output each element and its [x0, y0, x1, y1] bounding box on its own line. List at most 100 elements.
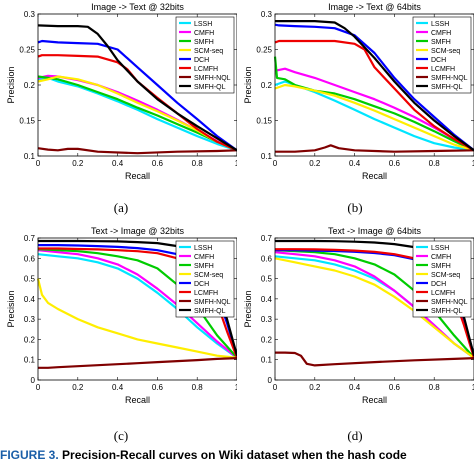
legend-entry: SMFH-NQL: [431, 299, 468, 306]
legend-entry: CMFH: [194, 30, 214, 37]
legend-entry: DCH: [194, 281, 209, 288]
x-tick-label: 1: [472, 159, 474, 168]
series-line-dch: [37, 39, 238, 152]
legend-entry: LSSH: [431, 245, 449, 252]
x-tick-label: 0: [36, 159, 41, 168]
legend-entry: SMFH-QL: [194, 84, 226, 91]
chart-panel-d: Text -> Image @ 64bits 0 0.2 0.4 0.6 0.8 1 0 0.1…: [237, 224, 474, 420]
chart-title: Image -> Text @ 32bits: [91, 2, 184, 12]
subfigure-label-c: (c): [113, 428, 129, 443]
y-tick-label: 0.15: [256, 117, 272, 126]
chart-title: Text -> Image @ 32bits: [91, 226, 184, 236]
legend-entry: SMFH: [431, 263, 451, 270]
chart-c: Text -> Image @ 32bits00.20.40.60.8100.1…: [6, 226, 240, 405]
legend-entry: LSSH: [194, 245, 212, 252]
legend-entry: CMFH: [431, 254, 451, 261]
legend-box: [412, 240, 472, 318]
legend-entry: SCM-seq: [194, 272, 223, 279]
legend-entry: LSSH: [194, 21, 212, 28]
y-axis-label: Precision: [6, 290, 16, 327]
x-tick-label: 0.4: [349, 159, 361, 168]
series-line-smfh-ql: [37, 24, 238, 152]
caption-figure-label: FIGURE 3.: [0, 448, 59, 462]
series-line-smfh: [273, 56, 474, 152]
legend-entry: SCM-seq: [194, 48, 223, 55]
y-tick-label: 0.2: [261, 81, 273, 90]
series-line-scm-seq: [274, 257, 474, 359]
y-tick-label: 0.1: [24, 356, 36, 365]
legend-entry: SMFH-QL: [194, 308, 226, 315]
legend-entry: SMFH: [194, 39, 214, 46]
y-tick-label: 0.7: [24, 234, 36, 243]
y-tick-label: 0.5: [24, 275, 36, 284]
y-tick-label: 0.6: [261, 254, 273, 263]
y-tick-label: 0.3: [261, 10, 273, 19]
x-tick-label: 0: [273, 159, 278, 168]
y-tick-label: 0.25: [256, 46, 272, 55]
chart-title: Text -> Image @ 64bits: [328, 226, 421, 236]
x-tick-label: 0.4: [349, 383, 361, 392]
x-tick-label: 1: [472, 383, 474, 392]
legend-entry: LSSH: [431, 21, 449, 28]
x-tick-label: 0.4: [112, 383, 124, 392]
chart-panel-a: Image -> Text @ 32bits00.20.40.60.810.10…: [0, 0, 240, 196]
x-tick-label: 0.6: [152, 383, 164, 392]
x-tick-label: 0.8: [192, 383, 204, 392]
series-line-lcmfh: [274, 39, 474, 152]
series-line-scm-seq: [36, 278, 238, 359]
x-tick-label: 0.2: [309, 383, 321, 392]
series-line-dch: [274, 23, 474, 152]
x-axis-label: Recall: [125, 395, 150, 405]
y-tick-label: 0.6: [24, 254, 36, 263]
y-tick-label: 0.2: [24, 335, 36, 344]
x-tick-label: 0.8: [429, 383, 441, 392]
legend-box: [175, 240, 235, 318]
series-line-smfh-nql: [275, 144, 474, 153]
legend-entry: LCMFH: [431, 290, 455, 297]
y-tick-label: 0.1: [24, 152, 36, 161]
y-tick-label: 0.4: [261, 295, 273, 304]
x-tick-label: 0.4: [112, 159, 124, 168]
y-tick-label: 0.3: [261, 315, 273, 324]
legend-entry: DCH: [194, 57, 209, 64]
y-tick-label: 0.25: [19, 46, 35, 55]
series-line-smfh: [37, 75, 238, 152]
legend-entry: SMFH-NQL: [431, 75, 468, 82]
x-tick-label: 0.6: [389, 383, 401, 392]
y-tick-label: 0.2: [24, 81, 36, 90]
x-tick-label: 0: [36, 383, 41, 392]
legend-entry: SMFH-QL: [431, 84, 463, 91]
x-tick-label: 0.6: [389, 159, 401, 168]
y-tick-label: 0.1: [261, 356, 273, 365]
legend-entry: SMFH: [194, 263, 214, 270]
caption-text: Precision-Recall curves on Wiki dataset …: [62, 448, 407, 462]
legend-entry: SMFH-NQL: [194, 75, 231, 82]
y-axis-label: Precision: [243, 66, 253, 103]
chart-a: Image -> Text @ 32bits00.20.40.60.810.10…: [6, 2, 240, 181]
legend-entry: SCM-seq: [431, 272, 460, 279]
figure-caption: FIGURE 3. Precision-Recall curves on Wik…: [0, 448, 474, 463]
series-line-cmfh: [37, 249, 238, 359]
x-axis-label: Recall: [362, 395, 387, 405]
subfigure-label-d: (d): [347, 428, 363, 443]
legend-entry: SMFH-NQL: [194, 299, 231, 306]
x-tick-label: 0.8: [192, 159, 204, 168]
series-line-smfh: [274, 249, 474, 359]
legend-box: [412, 16, 472, 94]
chart-b: Image -> Text @ 64bits 0 0.2 0.4 0.6 0.8 1 0.1 0…: [243, 2, 474, 181]
legend-entry: SCM-seq: [431, 48, 460, 55]
x-tick-label: 0.2: [72, 159, 84, 168]
legend-entry: LCMFH: [431, 66, 455, 73]
legend-entry: SMFH: [431, 39, 451, 46]
legend-entry: LCMFH: [194, 66, 218, 73]
x-tick-label: 0: [273, 383, 278, 392]
legend-entry: SMFH-QL: [431, 308, 463, 315]
series-line-smfh-nql: [38, 357, 238, 369]
x-axis-label: Recall: [125, 171, 150, 181]
series-line-lssh: [37, 253, 238, 359]
series-line-lssh: [37, 76, 238, 152]
subfigure-label-b: (b): [347, 200, 363, 215]
legend-entry: DCH: [431, 57, 446, 64]
legend-box: [175, 16, 235, 94]
legend-entry: DCH: [431, 281, 446, 288]
